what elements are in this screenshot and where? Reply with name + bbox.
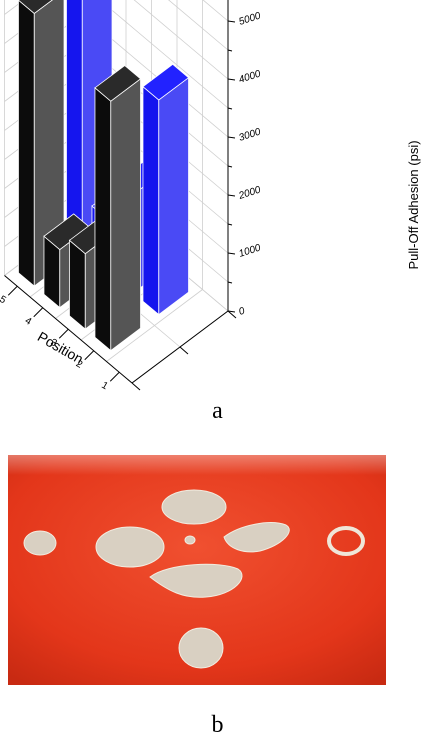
position-tick	[84, 350, 95, 361]
z-minor-tick	[227, 165, 233, 168]
chart-ticks: 1 2 3 4 5 0 1000 2000 3000 4000 5000	[0, 0, 263, 392]
patch-top	[161, 489, 227, 525]
z-tick-label: 4000	[238, 68, 263, 85]
z-tick	[227, 252, 236, 255]
series-tick	[179, 346, 189, 355]
z-minor-tick	[227, 107, 233, 110]
side-wall-grid-line	[100, 0, 229, 109]
position-tick-label: 1	[99, 380, 110, 393]
z-minor-tick	[227, 281, 233, 284]
bar-left-face	[69, 239, 86, 330]
patch-right	[223, 522, 290, 553]
z-tick-label: 2000	[237, 184, 263, 202]
position-tick-label: 2	[74, 358, 85, 371]
patch-left	[95, 526, 165, 568]
series-tick	[227, 310, 237, 319]
position-tick-label: 3	[48, 337, 59, 350]
caption-a: a	[212, 398, 223, 424]
z-tick-label: 3000	[238, 126, 263, 143]
z-minor-tick	[227, 49, 233, 52]
patch-lower	[178, 627, 224, 669]
bar-top-face	[94, 65, 142, 102]
z-tick	[227, 310, 236, 313]
position-tick	[33, 307, 44, 318]
z-tick	[227, 20, 236, 23]
position-tick-label: 4	[23, 315, 34, 328]
pull-off-adhesion-3d-bar-chart: 1 2 3 4 5 0 1000 2000 3000 4000 5000 Pull-Off Adhe…	[0, 0, 421, 392]
z-minor-tick	[227, 223, 233, 226]
z-tick-label: 1000	[238, 242, 263, 259]
bar-pos2-series2	[142, 63, 190, 316]
position-tick	[109, 371, 120, 382]
position-tick	[58, 328, 69, 339]
bar-top-face	[142, 63, 190, 101]
bar-left-face	[18, 0, 35, 287]
z-axis-label: Pull-Off Adhesion (psi)	[406, 140, 421, 269]
ring-right	[327, 526, 365, 556]
bar-pos5-series1	[17, 0, 65, 287]
bar-left-face	[142, 85, 160, 316]
bar-left-face	[66, 0, 83, 251]
side-wall-grid-line	[202, 0, 229, 22]
photo-glare	[8, 455, 386, 475]
bar-right-face	[158, 76, 189, 316]
photo-patches	[23, 489, 290, 669]
position-tick	[7, 285, 18, 296]
bar-left-face	[94, 86, 112, 352]
patch-bottom	[149, 563, 243, 598]
z-tick	[227, 194, 236, 197]
z-tick	[227, 136, 236, 139]
caption-b: b	[211, 712, 224, 738]
bar-right-face	[110, 78, 141, 352]
chart-bars	[17, 0, 190, 352]
position-tick-label: 5	[0, 294, 8, 307]
adhesion-test-photo	[8, 455, 386, 685]
side-wall-grid-line	[133, 0, 229, 80]
z-tick-label: 0	[238, 306, 247, 318]
series-tick	[131, 382, 141, 391]
patch-center	[184, 535, 196, 545]
patch-far-left	[23, 530, 57, 556]
bar-top-face	[17, 0, 53, 14]
bar-pos2-series1	[94, 65, 142, 352]
z-tick-label: 5000	[238, 10, 263, 27]
z-tick	[227, 78, 236, 81]
position-axis-label: Position	[35, 328, 86, 367]
side-wall-grid-line	[168, 0, 229, 51]
